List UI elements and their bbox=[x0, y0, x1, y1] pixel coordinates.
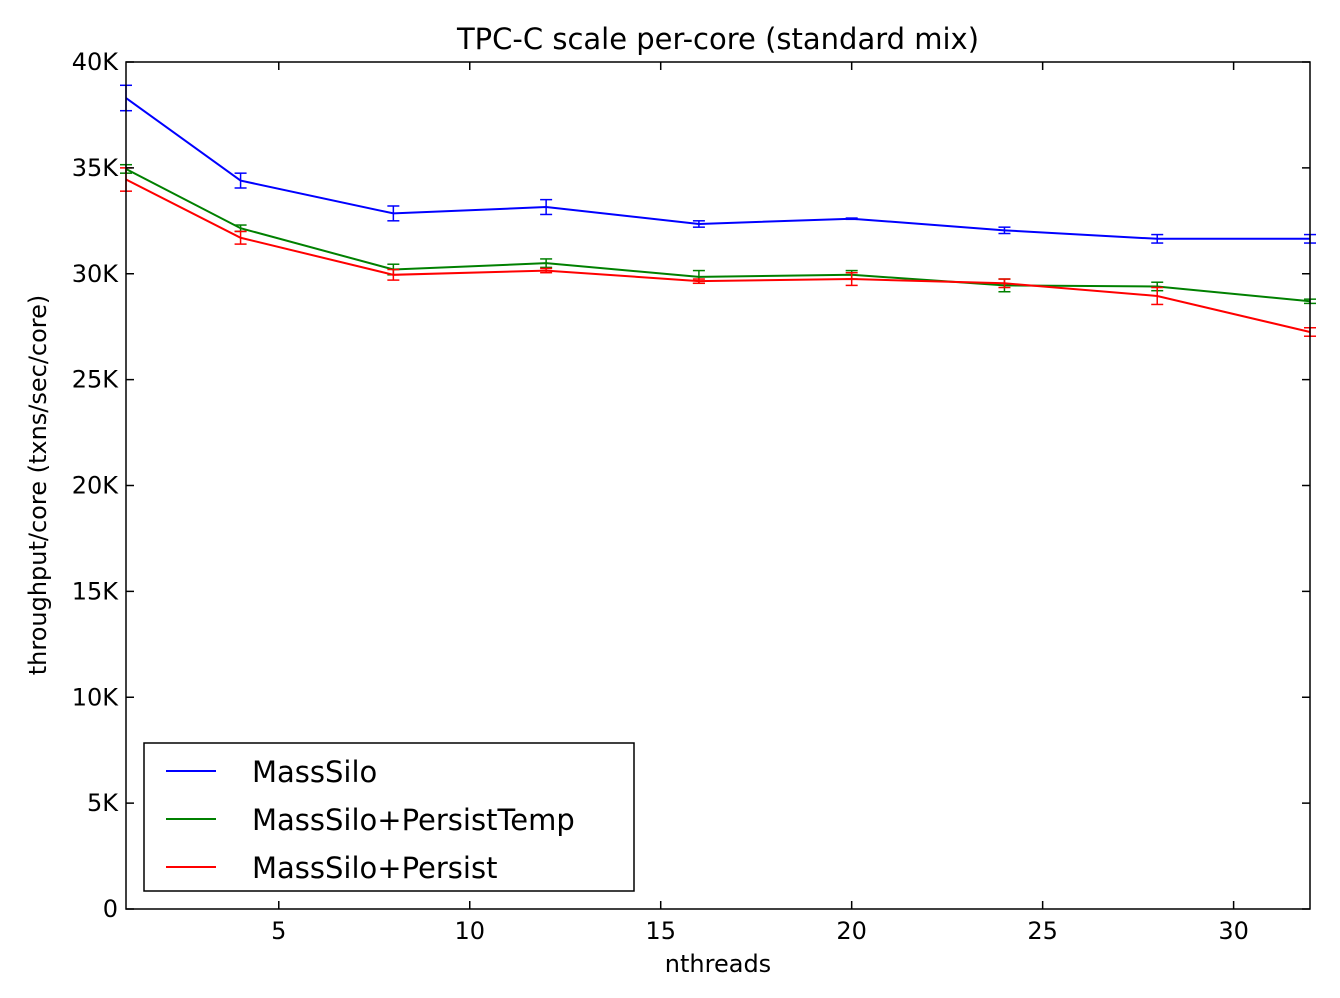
y-tick-label: 35K bbox=[72, 154, 120, 182]
x-tick-label: 5 bbox=[271, 917, 286, 945]
chart-title: TPC-C scale per-core (standard mix) bbox=[456, 22, 979, 56]
y-tick-label: 25K bbox=[72, 366, 120, 394]
legend-label-massilo-persisttemp: MassSilo+PersistTemp bbox=[252, 803, 575, 837]
error-bar bbox=[998, 226, 1011, 235]
series-0 bbox=[120, 84, 1316, 244]
error-bar bbox=[540, 267, 553, 274]
error-bar bbox=[998, 278, 1011, 289]
legend-label-massilo: MassSilo bbox=[252, 755, 377, 789]
y-tick-label: 5K bbox=[87, 789, 119, 817]
y-tick-label: 40K bbox=[72, 48, 120, 76]
error-bar bbox=[387, 205, 400, 222]
error-bar bbox=[234, 230, 247, 245]
error-bar bbox=[387, 268, 400, 281]
error-bar bbox=[845, 271, 858, 287]
y-tick-label: 0 bbox=[103, 895, 118, 923]
y-tick-label: 30K bbox=[72, 260, 120, 288]
x-tick-label: 15 bbox=[645, 917, 676, 945]
y-axis-ticks: 0 5K 10K 15K 20K 25K 30K 35K 40K bbox=[72, 48, 1310, 923]
legend-box bbox=[143, 742, 635, 892]
y-tick-label: 20K bbox=[72, 472, 120, 500]
error-bar bbox=[692, 278, 705, 285]
x-tick-label: 25 bbox=[1027, 917, 1058, 945]
y-axis-label: throughput/core (txns/sec/core) bbox=[24, 295, 52, 676]
error-bar bbox=[692, 220, 705, 228]
x-tick-label: 10 bbox=[454, 917, 485, 945]
series-layer bbox=[120, 84, 1316, 337]
error-bar bbox=[540, 198, 553, 216]
y-tick-label: 15K bbox=[72, 577, 120, 605]
x-tick-label: 20 bbox=[836, 917, 867, 945]
y-tick-label: 10K bbox=[72, 683, 120, 711]
legend: MassSilo MassSilo+PersistTemp MassSilo+P… bbox=[143, 742, 635, 892]
error-bar bbox=[845, 217, 858, 221]
x-tick-label: 30 bbox=[1218, 917, 1249, 945]
error-bar bbox=[540, 258, 553, 269]
x-axis-label: nthreads bbox=[665, 950, 771, 978]
legend-label-massilo-persist: MassSilo+Persist bbox=[252, 851, 497, 885]
error-bar bbox=[1151, 233, 1164, 244]
error-bar bbox=[1151, 286, 1164, 306]
error-bar bbox=[234, 172, 247, 189]
x-axis-ticks: 5 10 15 20 25 30 bbox=[271, 62, 1249, 945]
